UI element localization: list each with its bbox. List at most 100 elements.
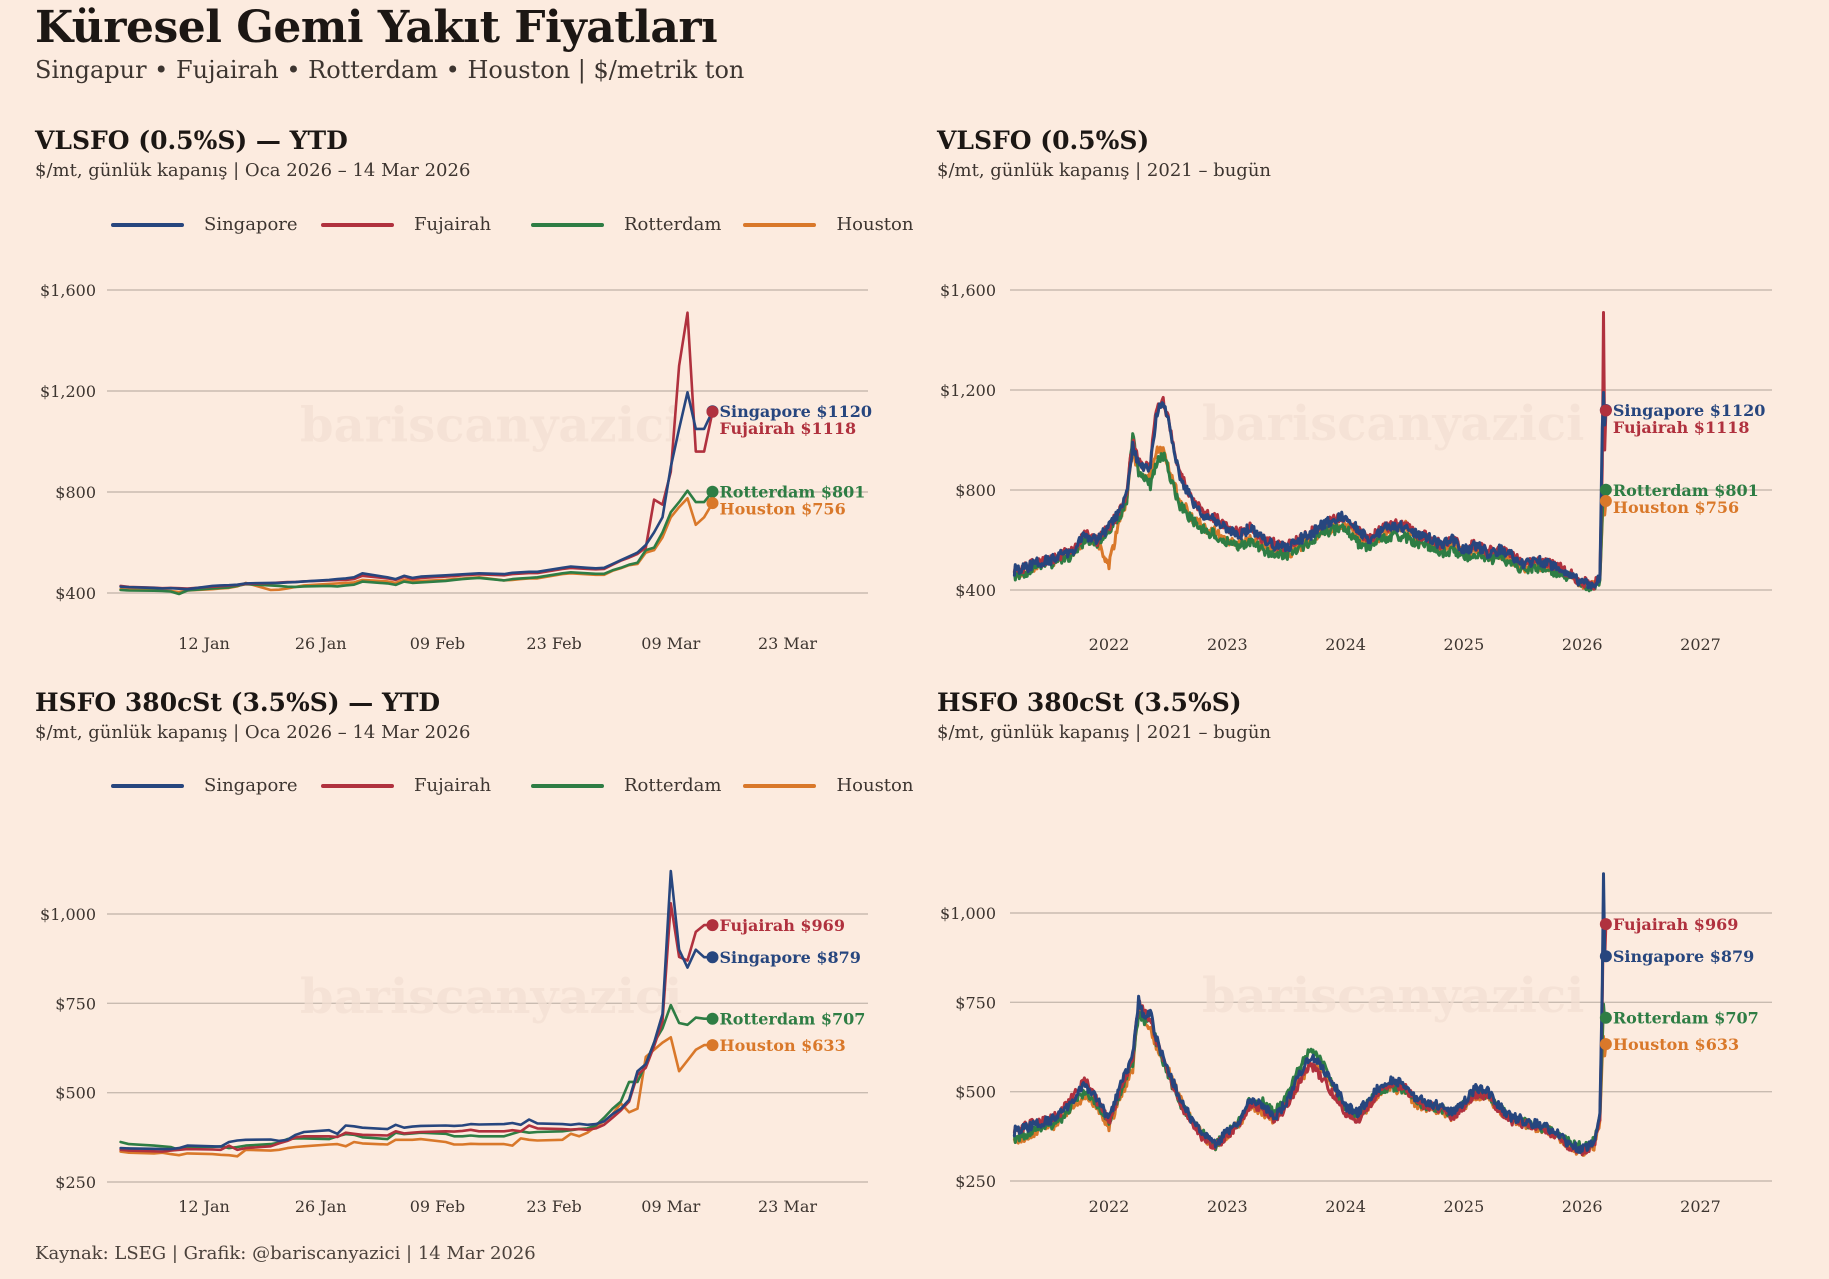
x-tick-label: 2024 [1325,1197,1366,1216]
legend-swatch [321,783,394,788]
y-tick-label: $400 [955,581,996,600]
legend-vlsfo-ytd: Singapore Fujairah Rotterdam Houston [111,214,935,235]
end-marker-fujairah [706,919,719,932]
legend-swatch [531,783,604,788]
chart-subtitle-hsfo-ytd: $/mt, günlük kapanış | Oca 2026 – 14 Mar… [35,722,471,743]
series-line-rotterdam [119,489,714,596]
legend-swatch [531,222,604,227]
y-tick-label: $1,200 [40,382,96,401]
x-tick-label: 12 Jan [178,1197,230,1216]
end-label-fujairah: Fujairah $969 [1613,915,1738,934]
x-tick-label: 2025 [1444,635,1485,654]
legend-item-rotterdam: Rotterdam [531,214,721,235]
y-tick-label: $750 [55,994,96,1013]
legend-label: Singapore [204,775,298,796]
end-label-houston: Houston $633 [1613,1035,1739,1054]
x-tick-label: 2025 [1444,1197,1485,1216]
chart-subtitle-vlsfo-hist: $/mt, günlük kapanış | 2021 – bugün [937,160,1272,181]
y-tick-label: $800 [55,483,96,502]
x-tick-label: 23 Mar [758,634,817,653]
series-line-singapore [1012,391,1608,590]
x-tick-label: 26 Jan [295,634,347,653]
y-tick-label: $250 [955,1172,996,1191]
x-tick-label: 23 Feb [526,1197,581,1216]
end-label-houston: Houston $756 [1613,498,1739,517]
series-line-singapore [119,391,714,591]
end-marker-houston [706,497,719,510]
series-line-singapore [119,869,714,1151]
chart-vlsfo-hist: $400 $800 $1,200 $1,600 2022 2023 2024 2025 2026… [940,281,1772,654]
chart-title-vlsfo-hist: VLSFO (0.5%S) [937,126,1150,155]
x-tick-label: 26 Jan [295,1197,347,1216]
y-tick-label: $1,600 [940,281,996,300]
x-tick-label: 09 Mar [641,1197,700,1216]
x-tick-label: 09 Feb [410,634,465,653]
chart-hsfo-hist: $250 $500 $750 $1,000 2022 2023 2024 2025 2026 20… [940,872,1772,1216]
end-marker-rotterdam [1599,483,1612,496]
end-label-rotterdam: Rotterdam $801 [1613,481,1759,500]
y-tick-label: $400 [55,584,96,603]
end-label-rotterdam: Rotterdam $801 [719,483,865,502]
legend-swatch [743,222,817,227]
chart-vlsfo-ytd: $400 $800 $1,200 $1,600 12 Jan 26 Jan 09 Feb 23… [40,281,872,653]
chart-subtitle-hsfo-hist: $/mt, günlük kapanış | 2021 – bugün [937,722,1272,743]
end-label-singapore: Singapore $1120 [1613,401,1766,420]
y-tick-label: $1,600 [40,281,96,300]
series-line-rotterdam [1012,432,1608,593]
series-line-houston [119,1036,714,1158]
y-tick-label: $800 [955,481,996,500]
end-marker-rotterdam [706,1012,719,1025]
chart-title-hsfo-ytd: HSFO 380cSt (3.5%S) — YTD [35,688,441,717]
watermark: bariscanyazici [300,398,682,454]
x-tick-label: 2026 [1562,1197,1603,1216]
x-tick-label: 09 Feb [410,1197,465,1216]
watermark: bariscanyazici [1202,968,1584,1024]
series-line-houston [1012,999,1608,1157]
y-tick-label: $1,000 [40,905,96,924]
end-marker-fujairah [1599,404,1612,417]
x-tick-label: 2026 [1562,635,1603,654]
x-tick-label: 09 Mar [641,634,700,653]
end-label-rotterdam: Rotterdam $707 [1613,1009,1759,1028]
legend-item-singapore: Singapore [111,775,299,796]
end-marker-fujairah [1599,918,1612,931]
series-line-rotterdam [119,1003,714,1152]
chart-subtitle-vlsfo-ytd: $/mt, günlük kapanış | Oca 2026 – 14 Mar… [35,160,471,181]
end-label-singapore: Singapore $879 [719,948,860,967]
y-tick-label: $1,200 [940,381,996,400]
end-label-rotterdam: Rotterdam $707 [719,1010,865,1029]
end-marker-houston [1599,1038,1612,1051]
end-marker-singapore [706,951,719,964]
legend-item-fujairah: Fujairah [321,775,509,796]
end-label-houston: Houston $633 [719,1036,845,1055]
legend-item-singapore: Singapore [111,214,299,235]
x-tick-label: 2022 [1089,1197,1130,1216]
legend-swatch [111,222,184,227]
page-subtitle: Singapur • Fujairah • Rotterdam • Housto… [35,56,745,84]
x-tick-label: 2027 [1680,635,1721,654]
legend-hsfo-ytd: Singapore Fujairah Rotterdam Houston [111,775,935,796]
y-tick-label: $1,000 [940,904,996,923]
legend-swatch [321,222,394,227]
end-label-fujairah: Fujairah $1118 [1613,418,1750,437]
legend-label: Rotterdam [624,214,722,235]
series-line-fujairah [119,902,714,1153]
y-tick-label: $250 [55,1173,96,1192]
end-label-houston: Houston $756 [719,500,845,519]
legend-item-rotterdam: Rotterdam [531,775,721,796]
end-label-fujairah: Fujairah $1118 [719,419,856,438]
y-tick-label: $500 [955,1083,996,1102]
y-tick-label: $500 [55,1084,96,1103]
end-marker-houston [1599,495,1612,507]
x-tick-label: 2022 [1089,635,1130,654]
x-tick-label: 23 Feb [526,634,581,653]
x-tick-label: 23 Mar [758,1197,817,1216]
legend-swatch [111,783,184,788]
end-label-fujairah: Fujairah $969 [719,916,844,935]
page-title: Küresel Gemi Yakıt Fiyatları [35,2,718,53]
end-marker-rotterdam [706,485,719,498]
end-marker-houston [706,1039,719,1052]
end-label-singapore: Singapore $879 [1613,947,1754,966]
x-tick-label: 2023 [1207,635,1248,654]
chart-title-vlsfo-ytd: VLSFO (0.5%S) — YTD [35,126,348,155]
